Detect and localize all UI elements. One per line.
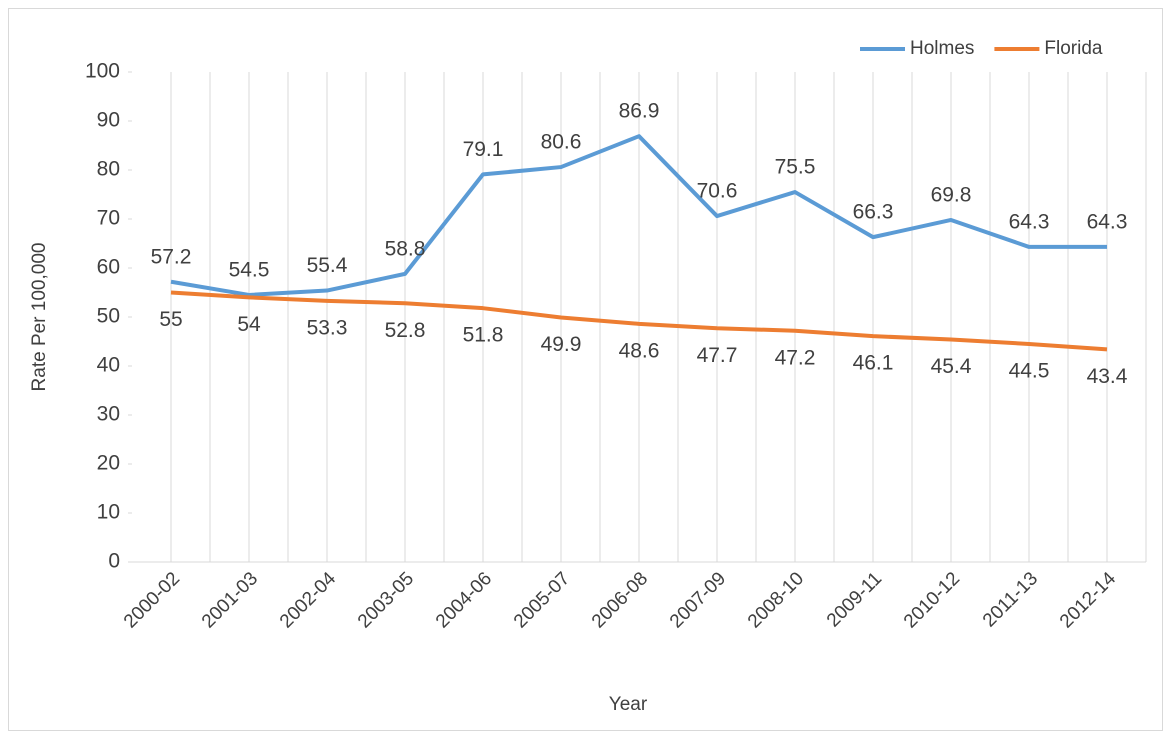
data-label: 58.8 xyxy=(385,237,426,260)
y-axis-title: Rate Per 100,000 xyxy=(29,243,50,392)
y-tick-label: 80 xyxy=(97,158,120,181)
legend-label: Florida xyxy=(1044,38,1103,59)
legend-label: Holmes xyxy=(910,38,974,59)
y-tick-label: 30 xyxy=(97,403,120,426)
data-label: 86.9 xyxy=(619,100,660,123)
data-label: 43.4 xyxy=(1087,365,1128,388)
chart-border xyxy=(8,8,1163,731)
data-label: 44.5 xyxy=(1009,359,1050,382)
y-tick-label: 40 xyxy=(97,354,120,377)
data-label: 47.7 xyxy=(697,344,738,367)
y-tick-label: 50 xyxy=(97,305,120,328)
data-label: 80.6 xyxy=(541,131,582,154)
series-line xyxy=(170,134,1107,297)
data-label: 64.3 xyxy=(1087,210,1128,233)
y-tick-label: 10 xyxy=(97,501,120,524)
data-label: 57.2 xyxy=(151,245,192,268)
data-label: 64.3 xyxy=(1009,210,1050,233)
y-tick-label: 100 xyxy=(85,60,120,83)
data-label: 69.8 xyxy=(931,184,972,207)
x-axis-title: Year xyxy=(609,694,648,715)
data-label: 54.5 xyxy=(229,258,270,281)
data-label: 54 xyxy=(237,313,261,336)
data-label: 51.8 xyxy=(463,324,504,347)
y-tick-label: 90 xyxy=(97,109,120,132)
data-label: 55 xyxy=(159,308,182,331)
data-label: 70.6 xyxy=(697,180,738,203)
data-label: 53.3 xyxy=(307,316,348,339)
data-label: 52.8 xyxy=(385,319,426,342)
data-label: 46.1 xyxy=(853,352,894,375)
data-label: 66.3 xyxy=(853,201,894,224)
y-tick-label: 20 xyxy=(97,452,120,475)
data-label: 75.5 xyxy=(775,156,816,179)
data-label: 49.9 xyxy=(541,333,582,356)
data-label: 48.6 xyxy=(619,339,660,362)
data-label: 45.4 xyxy=(931,355,972,378)
y-tick-label: 70 xyxy=(97,207,120,230)
y-tick-label: 0 xyxy=(108,550,120,573)
data-label: 55.4 xyxy=(307,254,348,277)
data-label: 79.1 xyxy=(463,138,504,161)
y-tick-label: 60 xyxy=(97,256,120,279)
series-line xyxy=(170,290,1108,352)
data-label: 47.2 xyxy=(775,346,816,369)
